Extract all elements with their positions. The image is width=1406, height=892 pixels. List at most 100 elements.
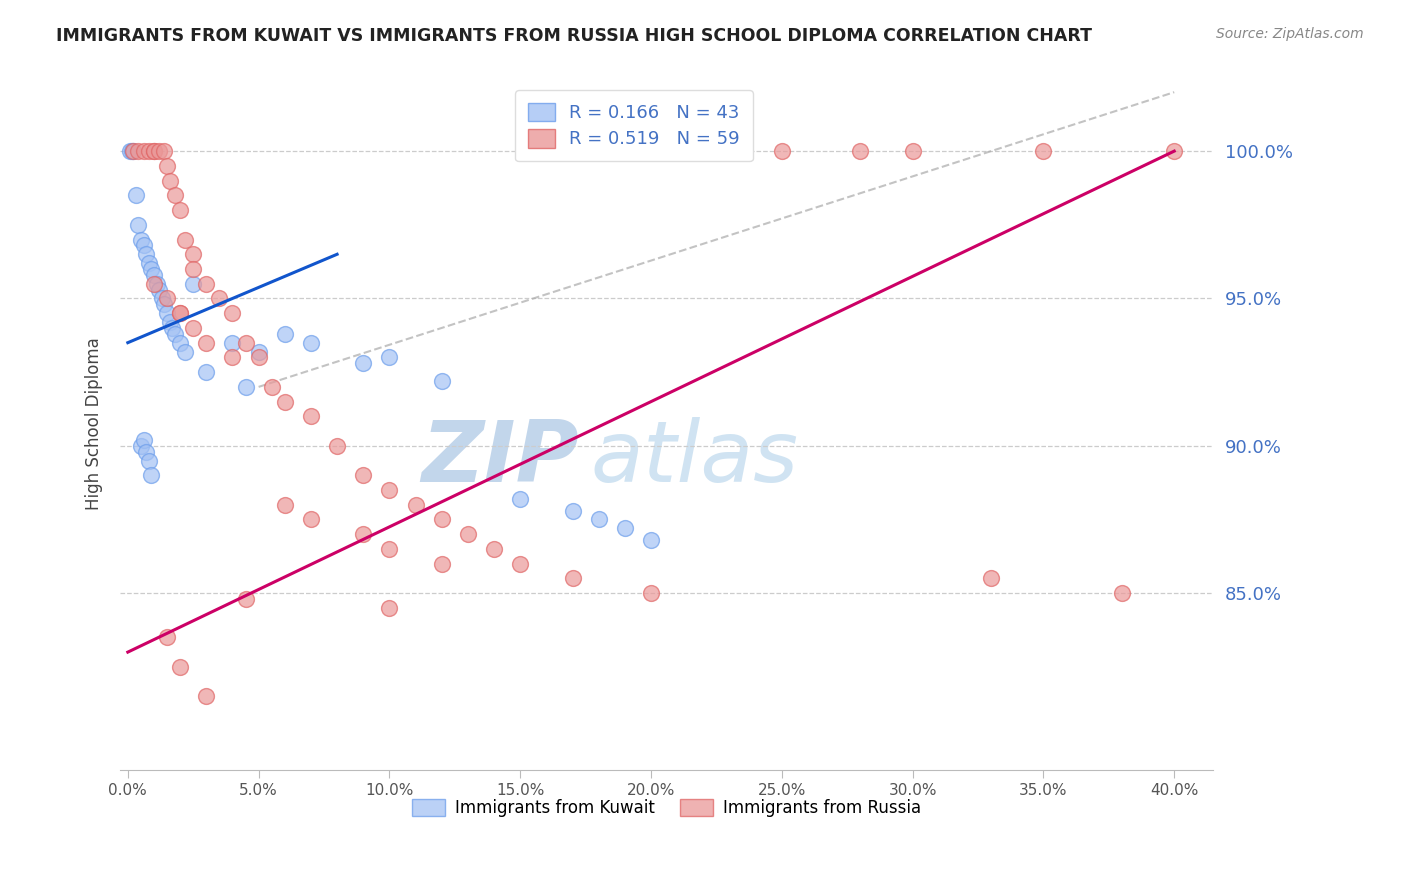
Point bbox=[221, 335, 243, 350]
Point bbox=[352, 356, 374, 370]
Point bbox=[430, 557, 453, 571]
Point bbox=[235, 380, 257, 394]
Point bbox=[274, 498, 297, 512]
Point bbox=[148, 144, 170, 158]
Point bbox=[378, 351, 401, 365]
Point bbox=[1032, 144, 1054, 158]
Point bbox=[129, 233, 152, 247]
Point bbox=[169, 660, 191, 674]
Point bbox=[156, 306, 179, 320]
Point bbox=[274, 394, 297, 409]
Point bbox=[169, 306, 191, 320]
Point bbox=[174, 344, 197, 359]
Point bbox=[156, 292, 179, 306]
Point bbox=[352, 468, 374, 483]
Point bbox=[169, 335, 191, 350]
Point bbox=[561, 571, 583, 585]
Point bbox=[169, 306, 191, 320]
Point bbox=[143, 144, 166, 158]
Point bbox=[195, 335, 218, 350]
Point bbox=[135, 247, 157, 261]
Text: IMMIGRANTS FROM KUWAIT VS IMMIGRANTS FROM RUSSIA HIGH SCHOOL DIPLOMA CORRELATION: IMMIGRANTS FROM KUWAIT VS IMMIGRANTS FRO… bbox=[56, 27, 1092, 45]
Point bbox=[509, 557, 531, 571]
Point bbox=[849, 144, 872, 158]
Point bbox=[235, 335, 257, 350]
Point bbox=[195, 365, 218, 379]
Point bbox=[378, 601, 401, 615]
Point bbox=[980, 571, 1002, 585]
Point bbox=[195, 277, 218, 291]
Legend: Immigrants from Kuwait, Immigrants from Russia: Immigrants from Kuwait, Immigrants from … bbox=[405, 792, 928, 824]
Point bbox=[148, 283, 170, 297]
Point bbox=[143, 144, 166, 158]
Y-axis label: High School Diploma: High School Diploma bbox=[86, 337, 103, 510]
Point bbox=[482, 541, 505, 556]
Point bbox=[260, 380, 283, 394]
Point bbox=[181, 321, 204, 335]
Text: Source: ZipAtlas.com: Source: ZipAtlas.com bbox=[1216, 27, 1364, 41]
Point bbox=[141, 468, 163, 483]
Point bbox=[124, 188, 146, 202]
Point bbox=[430, 512, 453, 526]
Point bbox=[162, 321, 184, 335]
Point bbox=[132, 144, 155, 158]
Point bbox=[135, 444, 157, 458]
Point bbox=[457, 527, 479, 541]
Point bbox=[143, 268, 166, 282]
Point bbox=[138, 144, 160, 158]
Point bbox=[692, 144, 714, 158]
Point bbox=[143, 277, 166, 291]
Point bbox=[138, 453, 160, 467]
Text: ZIP: ZIP bbox=[422, 417, 579, 500]
Point bbox=[430, 374, 453, 388]
Point bbox=[122, 144, 145, 158]
Point bbox=[120, 144, 142, 158]
Point bbox=[221, 306, 243, 320]
Point bbox=[145, 277, 167, 291]
Point bbox=[640, 533, 662, 548]
Point bbox=[221, 351, 243, 365]
Point bbox=[299, 512, 322, 526]
Point bbox=[901, 144, 924, 158]
Point bbox=[181, 262, 204, 277]
Point bbox=[509, 491, 531, 506]
Point bbox=[247, 351, 270, 365]
Point bbox=[588, 512, 610, 526]
Point bbox=[127, 144, 149, 158]
Point bbox=[352, 527, 374, 541]
Point bbox=[127, 218, 149, 232]
Point bbox=[156, 159, 179, 173]
Point bbox=[378, 483, 401, 497]
Point bbox=[163, 326, 186, 341]
Point bbox=[122, 144, 145, 158]
Point bbox=[378, 541, 401, 556]
Point bbox=[159, 315, 181, 329]
Point bbox=[153, 297, 176, 311]
Point bbox=[121, 144, 143, 158]
Point bbox=[235, 592, 257, 607]
Point bbox=[163, 188, 186, 202]
Point bbox=[195, 690, 218, 704]
Point bbox=[274, 326, 297, 341]
Point bbox=[326, 439, 349, 453]
Point bbox=[208, 292, 231, 306]
Point bbox=[141, 262, 163, 277]
Point bbox=[181, 247, 204, 261]
Point bbox=[132, 238, 155, 252]
Point bbox=[181, 277, 204, 291]
Point bbox=[1163, 144, 1185, 158]
Text: atlas: atlas bbox=[591, 417, 799, 500]
Point bbox=[150, 292, 173, 306]
Point bbox=[174, 233, 197, 247]
Point bbox=[299, 409, 322, 424]
Point bbox=[1111, 586, 1133, 600]
Point bbox=[129, 439, 152, 453]
Point bbox=[770, 144, 793, 158]
Point bbox=[299, 335, 322, 350]
Point bbox=[169, 202, 191, 217]
Point bbox=[153, 144, 176, 158]
Point bbox=[405, 498, 427, 512]
Point bbox=[159, 173, 181, 187]
Point bbox=[613, 521, 636, 535]
Point bbox=[138, 256, 160, 270]
